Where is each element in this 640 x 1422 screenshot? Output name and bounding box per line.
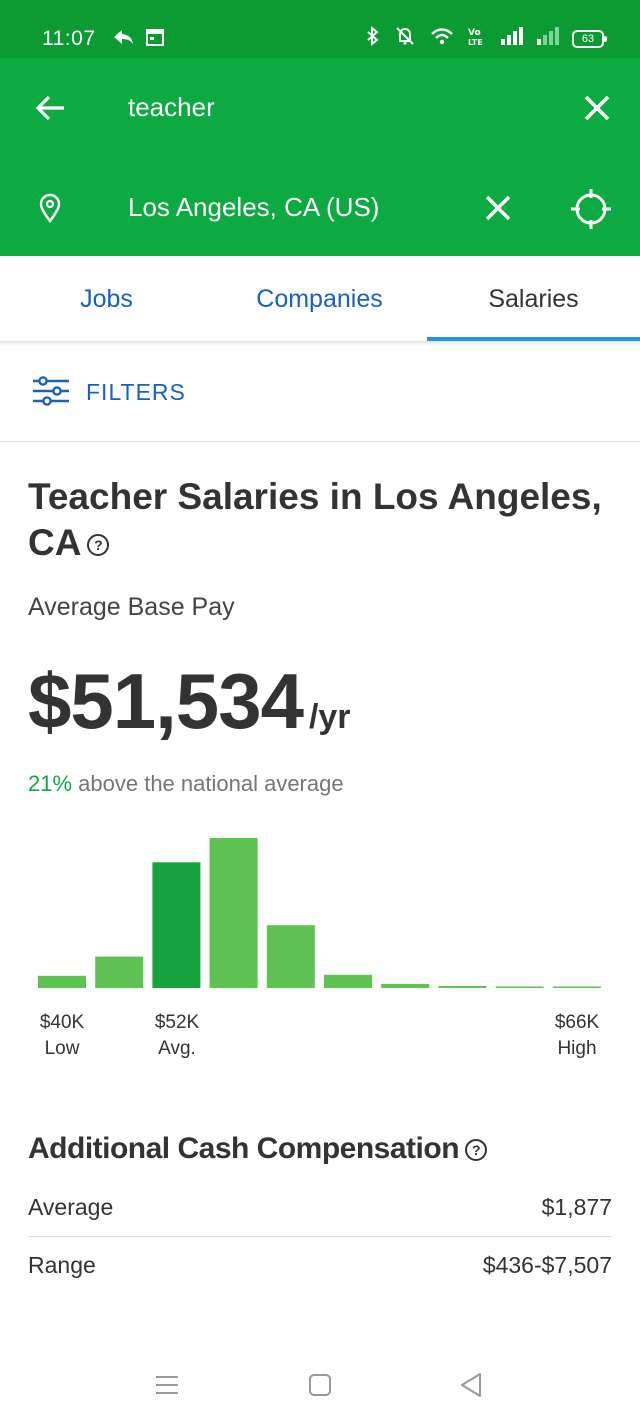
mute-icon	[392, 26, 418, 51]
histogram-bar-8	[438, 986, 487, 988]
status-bar: 11:07 Vo LTE 63	[0, 0, 640, 58]
national-comparison: 21% above the national average	[28, 770, 344, 798]
histogram-svg	[38, 838, 601, 988]
bluetooth-icon	[366, 25, 380, 51]
filters-button[interactable]: FILTERS	[0, 346, 640, 442]
clear-keyword-icon[interactable]	[580, 91, 614, 125]
salary-distribution-chart: $40K Low $52K Avg. $66K High	[0, 820, 640, 1070]
comp-range-label: Range	[28, 1252, 96, 1278]
keyword-input[interactable]: teacher	[128, 92, 215, 122]
tick-high-label: High	[557, 1038, 597, 1059]
gps-locate-icon[interactable]	[570, 188, 612, 230]
tick-high: $66K High	[537, 1010, 617, 1062]
system-nav-bar	[0, 1350, 640, 1422]
help-icon[interactable]: ?	[465, 1139, 488, 1162]
histogram-bar-5	[266, 925, 315, 988]
home-icon[interactable]	[305, 1370, 335, 1400]
comp-average-label: Average	[28, 1194, 114, 1220]
tick-avg-label: Avg.	[158, 1038, 196, 1059]
comp-row-average: Average $1,877	[28, 1180, 612, 1238]
histogram-bar-1	[38, 975, 86, 988]
tab-salaries[interactable]: Salaries	[488, 285, 579, 313]
tab-jobs[interactable]: Jobs	[80, 285, 133, 313]
histogram-bar-6	[324, 974, 372, 988]
average-pay: $51,534/yr	[28, 656, 351, 746]
wifi-icon	[430, 27, 454, 50]
tick-low-value: $40K	[39, 1012, 85, 1033]
comp-average-value: $1,877	[541, 1194, 612, 1220]
back-arrow-icon[interactable]	[34, 92, 66, 124]
tab-companies[interactable]: Companies	[256, 285, 383, 313]
histogram-bar-10	[552, 986, 601, 988]
tick-low: $40K Low	[22, 1010, 102, 1062]
page-title-text: Teacher Salaries in Los Angeles, CA	[28, 476, 602, 563]
additional-comp-title: Additional Cash Compensation?	[28, 1130, 488, 1168]
location-row: Los Angeles, CA (US)	[0, 158, 640, 258]
battery-icon: 63	[572, 29, 607, 48]
svg-text:LTE: LTE	[468, 38, 483, 46]
calendar-icon	[146, 28, 164, 51]
location-pin-icon	[36, 192, 64, 224]
keyword-row: teacher	[0, 58, 640, 158]
histogram-bar-4	[209, 838, 258, 988]
tab-bar: Jobs Companies Salaries	[0, 256, 640, 342]
status-time: 11:07	[42, 27, 96, 50]
tab-shadow	[0, 342, 640, 346]
comp-row-range: Range $436-$7,507	[28, 1238, 612, 1296]
national-text: above the national average	[72, 771, 344, 796]
additional-comp-title-text: Additional Cash Compensation	[28, 1132, 460, 1165]
signal-icon	[500, 27, 524, 50]
pay-amount: $51,534	[28, 657, 304, 745]
divider	[28, 1236, 612, 1237]
help-icon[interactable]: ?	[87, 534, 110, 557]
tick-avg: $52K Avg.	[137, 1010, 217, 1062]
histogram-bar-3	[152, 862, 201, 988]
menu-icon[interactable]	[152, 1370, 182, 1400]
tick-high-value: $66K	[554, 1012, 600, 1033]
back-icon[interactable]	[456, 1370, 486, 1400]
histogram-bar-7	[381, 983, 430, 988]
volte-icon: Vo LTE	[466, 26, 488, 51]
histogram-bar-2	[95, 956, 144, 988]
location-input[interactable]: Los Angeles, CA (US)	[128, 192, 380, 222]
national-pct: 21%	[28, 771, 73, 796]
comp-range-value: $436-$7,507	[482, 1252, 612, 1278]
svg-text:Vo: Vo	[468, 28, 481, 38]
tick-low-label: Low	[44, 1038, 80, 1059]
clear-location-icon[interactable]	[481, 191, 515, 225]
search-header: teacher Los Angeles, CA (US)	[0, 58, 640, 256]
active-tab-indicator	[427, 337, 640, 341]
filter-sliders-icon	[32, 376, 70, 411]
signal-icon	[536, 27, 560, 50]
average-base-pay-label: Average Base Pay	[28, 593, 235, 621]
tick-avg-value: $52K	[154, 1012, 200, 1033]
forward-icon	[112, 28, 134, 51]
filters-label: FILTERS	[86, 379, 186, 405]
histogram-bar-9	[495, 986, 544, 988]
page-title: Teacher Salaries in Los Angeles, CA?	[28, 474, 618, 566]
pay-unit: /yr	[308, 698, 351, 736]
